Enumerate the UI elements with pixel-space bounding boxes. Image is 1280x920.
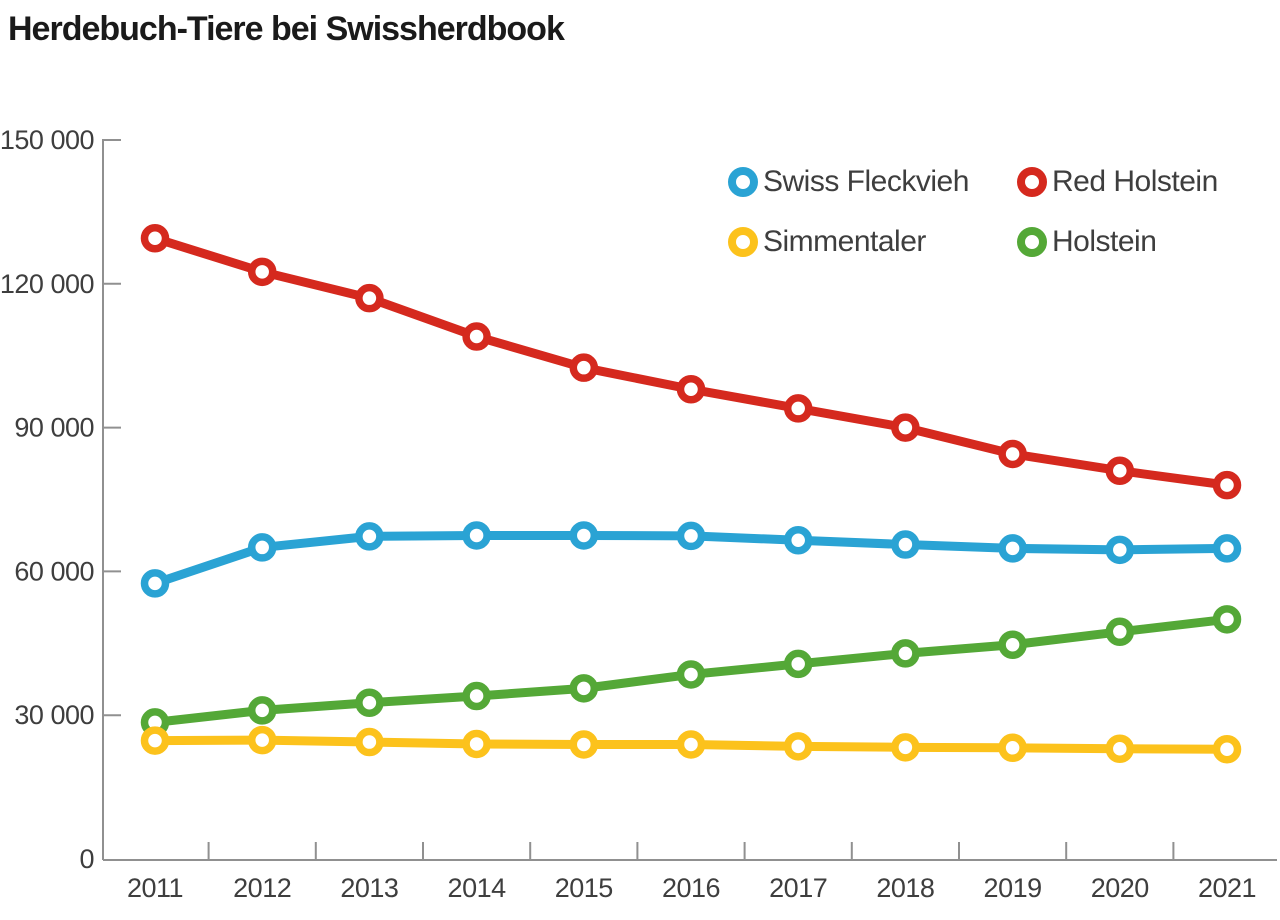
y-axis-label: 30 000 bbox=[14, 700, 94, 730]
x-axis-label: 2020 bbox=[1091, 873, 1149, 903]
data-point-holstein-2016 bbox=[676, 660, 706, 689]
series-line-red-holstein bbox=[153, 233, 1228, 490]
legend-label: Holstein bbox=[1052, 225, 1157, 258]
data-point-holstein-2017 bbox=[783, 649, 813, 679]
y-axis-label: 0 bbox=[79, 844, 94, 874]
data-point-swiss-fleckvieh-2017 bbox=[783, 525, 813, 555]
holstein-marker-icon bbox=[1017, 227, 1047, 257]
x-axis-label: 2017 bbox=[769, 873, 827, 903]
data-point-simmentaler-2012 bbox=[247, 725, 277, 755]
data-point-red-holstein-2018 bbox=[891, 413, 920, 442]
data-point-simmentaler-2011 bbox=[140, 726, 170, 755]
data-point-holstein-2014 bbox=[462, 681, 491, 711]
data-point-holstein-2019 bbox=[998, 630, 1027, 659]
data-point-swiss-fleckvieh-2013 bbox=[355, 522, 384, 551]
x-axis-label: 2011 bbox=[127, 873, 183, 903]
legend-item-swiss-fleckvieh: Swiss Fleckvieh bbox=[728, 165, 1017, 199]
data-point-red-holstein-2020 bbox=[1105, 456, 1135, 485]
chart-legend: Swiss Fleckvieh Red Holstein Simmentaler… bbox=[728, 165, 1218, 259]
data-point-holstein-2020 bbox=[1105, 617, 1135, 647]
data-point-swiss-fleckvieh-2020 bbox=[1105, 535, 1135, 565]
data-point-simmentaler-2015 bbox=[569, 730, 599, 759]
data-point-swiss-fleckvieh-2011 bbox=[140, 569, 170, 598]
x-axis-label: 2015 bbox=[555, 873, 613, 903]
series-simmentaler bbox=[140, 725, 1242, 764]
y-axis-label: 150 000 bbox=[0, 125, 94, 155]
legend-label: Simmentaler bbox=[763, 225, 926, 258]
data-point-swiss-fleckvieh-2015 bbox=[569, 521, 599, 550]
data-point-red-holstein-2015 bbox=[569, 353, 599, 382]
legend-item-red-holstein: Red Holstein bbox=[1017, 165, 1218, 199]
data-point-swiss-fleckvieh-2019 bbox=[998, 534, 1027, 563]
data-point-holstein-2013 bbox=[355, 688, 384, 717]
y-axis-label: 120 000 bbox=[0, 269, 94, 299]
data-point-red-holstein-2021 bbox=[1212, 470, 1242, 500]
x-axis-label: 2016 bbox=[662, 873, 720, 903]
swiss-fleckvieh-marker-icon bbox=[728, 167, 758, 197]
x-axis-label: 2021 bbox=[1198, 873, 1256, 903]
data-point-red-holstein-2019 bbox=[998, 439, 1027, 469]
data-point-red-holstein-2013 bbox=[355, 283, 384, 313]
y-axis-label: 90 000 bbox=[14, 413, 94, 443]
axes bbox=[102, 139, 1277, 861]
simmentaler-marker-icon bbox=[728, 227, 758, 257]
data-point-red-holstein-2016 bbox=[676, 375, 706, 404]
data-point-simmentaler-2018 bbox=[891, 733, 920, 762]
data-point-red-holstein-2014 bbox=[462, 322, 491, 351]
legend-label: Red Holstein bbox=[1052, 165, 1218, 198]
data-point-simmentaler-2013 bbox=[355, 727, 384, 757]
data-point-simmentaler-2016 bbox=[676, 730, 706, 759]
x-axis-label: 2018 bbox=[876, 873, 934, 903]
series-swiss-fleckvieh bbox=[140, 521, 1242, 598]
legend-label: Swiss Fleckvieh bbox=[763, 165, 969, 198]
series-red-holstein bbox=[140, 224, 1242, 500]
data-point-simmentaler-2019 bbox=[998, 733, 1027, 763]
data-point-holstein-2021 bbox=[1212, 605, 1242, 634]
data-point-holstein-2012 bbox=[247, 696, 277, 725]
data-point-holstein-2018 bbox=[891, 639, 920, 668]
x-axis-label: 2013 bbox=[340, 873, 398, 903]
data-point-swiss-fleckvieh-2018 bbox=[891, 530, 920, 559]
data-point-red-holstein-2017 bbox=[783, 394, 813, 423]
data-point-simmentaler-2021 bbox=[1212, 734, 1242, 764]
y-axis-label: 60 000 bbox=[14, 556, 94, 586]
x-axis-label: 2014 bbox=[448, 873, 507, 903]
data-point-swiss-fleckvieh-2012 bbox=[247, 533, 277, 562]
data-point-simmentaler-2020 bbox=[1105, 734, 1135, 764]
red-holstein-marker-icon bbox=[1017, 167, 1047, 197]
data-point-red-holstein-2012 bbox=[247, 257, 277, 287]
legend-item-holstein: Holstein bbox=[1017, 225, 1218, 259]
data-point-swiss-fleckvieh-2021 bbox=[1212, 534, 1242, 563]
data-point-simmentaler-2017 bbox=[783, 732, 813, 761]
data-point-simmentaler-2014 bbox=[462, 729, 491, 759]
page-title: Herdebuch-Tiere bei Swissherdbook bbox=[8, 10, 565, 48]
data-point-swiss-fleckvieh-2016 bbox=[676, 521, 706, 551]
series-holstein bbox=[140, 605, 1242, 737]
x-axis-label: 2012 bbox=[233, 873, 291, 903]
data-point-swiss-fleckvieh-2014 bbox=[462, 521, 491, 550]
data-point-holstein-2015 bbox=[569, 674, 599, 703]
x-axis-label: 2019 bbox=[984, 873, 1042, 903]
axis-labels: 0 30 000 60 000 90 000 120 000 150 000 2011 201… bbox=[0, 125, 1257, 903]
legend-item-simmentaler: Simmentaler bbox=[728, 225, 1017, 259]
data-point-red-holstein-2011 bbox=[140, 224, 170, 253]
